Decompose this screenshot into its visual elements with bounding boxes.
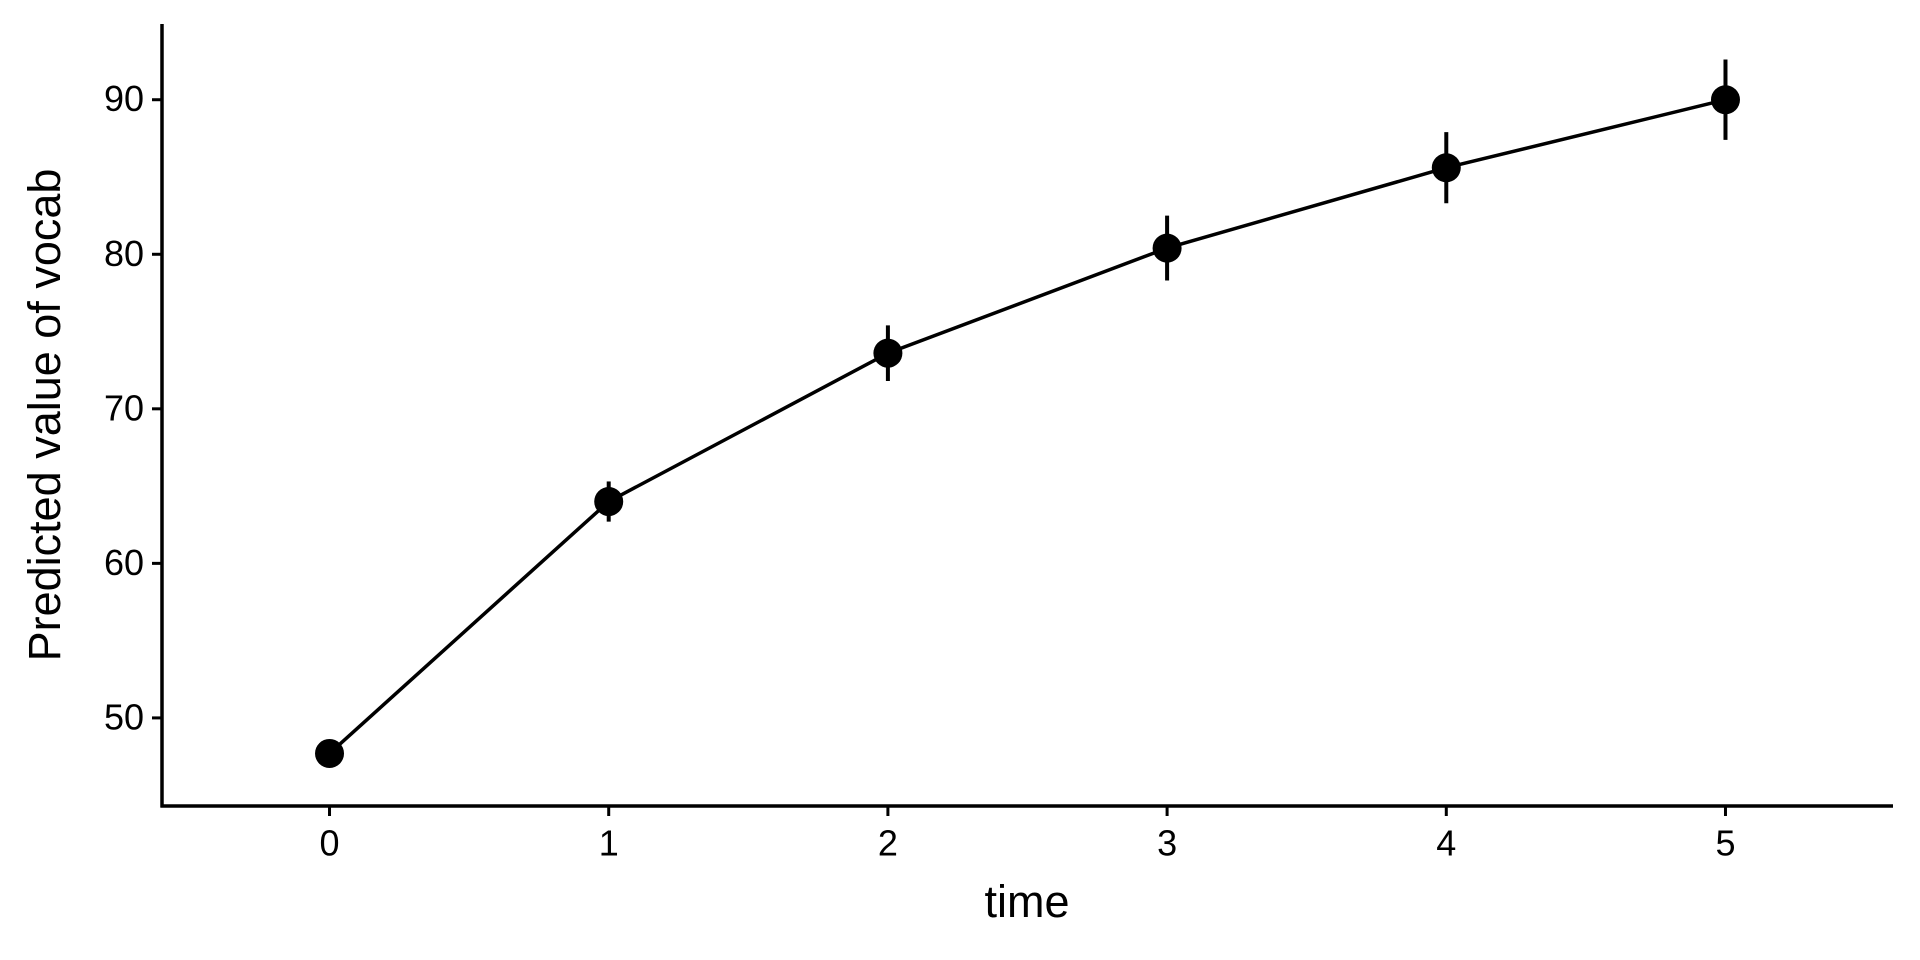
y-tick-label: 80 [104, 233, 144, 274]
x-tick-label: 1 [599, 823, 619, 864]
y-tick-label: 50 [104, 696, 144, 737]
x-tick-label: 4 [1436, 823, 1456, 864]
line [328, 98, 1726, 755]
point [873, 338, 903, 368]
point [1431, 153, 1461, 183]
x-tick-label: 0 [320, 823, 340, 864]
x-axis-title: time [984, 876, 1069, 927]
y-tick-label: 70 [104, 387, 144, 428]
y-tick-label: 90 [104, 78, 144, 119]
x-tick-label: 5 [1715, 823, 1735, 864]
x-tick-label: 2 [878, 823, 898, 864]
point [594, 487, 624, 517]
y-axis-title: Predicted value of vocab [19, 169, 70, 662]
point [1710, 85, 1740, 115]
point [1152, 233, 1182, 263]
y-tick-label: 60 [104, 542, 144, 583]
point [315, 738, 345, 768]
x-tick-label: 3 [1157, 823, 1177, 864]
